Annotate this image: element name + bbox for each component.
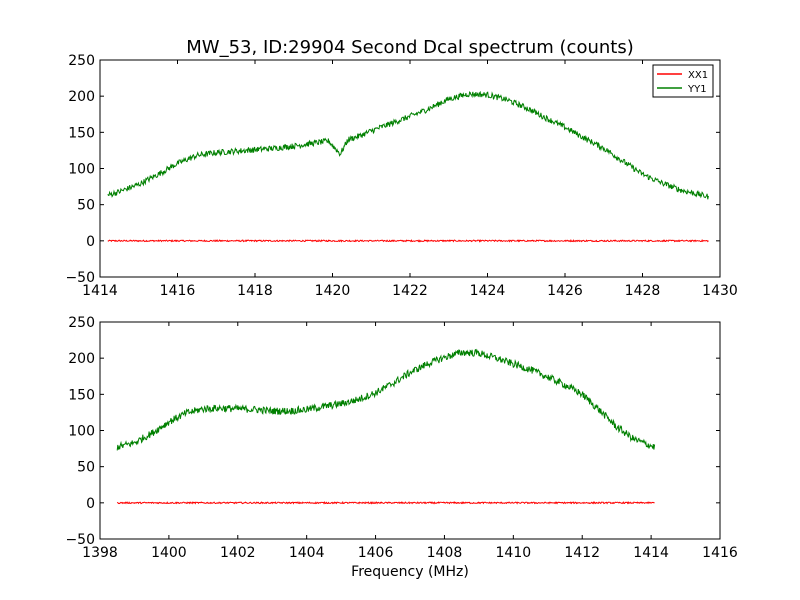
legend-label-yy1: YY1 (687, 84, 707, 95)
x-tick-label: 1422 (392, 283, 428, 299)
y-tick-label: 50 (77, 460, 95, 476)
y-tick-label: 0 (86, 234, 95, 250)
top-spectrum-plot: 1414 1416 1418 1420 1422 1424 1426 1428 1430 −50 0… (65, 53, 737, 299)
y-tick-label: 100 (68, 424, 95, 440)
x-tick-label: 1420 (315, 283, 351, 299)
y-tick-label: 50 (77, 198, 95, 214)
x-tick-label: 1404 (289, 545, 325, 561)
x-tick-label: 1416 (160, 283, 196, 299)
x-tick-label: 1406 (358, 545, 394, 561)
x-tick-label: 1414 (633, 545, 669, 561)
x-tick-label: 1426 (547, 283, 583, 299)
bottom-series-group (116, 348, 656, 505)
y-tick-label: −50 (65, 270, 95, 286)
legend-label-xx1: XX1 (688, 70, 708, 81)
y-tick-label: 150 (68, 125, 95, 141)
y-tick-label: 100 (68, 162, 95, 178)
top-series-xx1 (107, 238, 709, 243)
x-tick-label: 1418 (237, 283, 273, 299)
x-tick-label: 1410 (496, 545, 532, 561)
y-tick-label: 200 (68, 89, 95, 105)
top-series-group (107, 90, 709, 243)
x-tick-label: 1412 (564, 545, 600, 561)
y-tick-label: 200 (68, 351, 95, 367)
x-axis-label: Frequency (MHz) (351, 564, 469, 580)
x-tick-label: 1414 (82, 283, 118, 299)
bottom-series-green (116, 348, 656, 451)
top-series-yy1 (107, 90, 709, 200)
x-tick-label: 1424 (470, 283, 506, 299)
x-tick-label: 1428 (625, 283, 661, 299)
bottom-series-red (116, 500, 655, 505)
x-tick-label: 1400 (151, 545, 187, 561)
y-tick-label: 250 (68, 315, 95, 331)
figure-title: MW_53, ID:29904 Second Dcal spectrum (co… (186, 37, 633, 58)
bottom-spectrum-plot: 1398 1400 1402 1404 1406 1408 1410 1412 1414 1416… (65, 315, 737, 561)
y-tick-label: 250 (68, 53, 95, 69)
x-tick-label: 1402 (220, 545, 256, 561)
y-tick-label: 0 (86, 496, 95, 512)
x-tick-label: 1408 (427, 545, 463, 561)
y-tick-label: 150 (68, 387, 95, 403)
legend-box (652, 64, 714, 98)
x-tick-label: 1416 (702, 545, 738, 561)
x-tick-label: 1430 (702, 283, 738, 299)
y-tick-label: −50 (65, 532, 95, 548)
x-tick-label: 1398 (82, 545, 118, 561)
